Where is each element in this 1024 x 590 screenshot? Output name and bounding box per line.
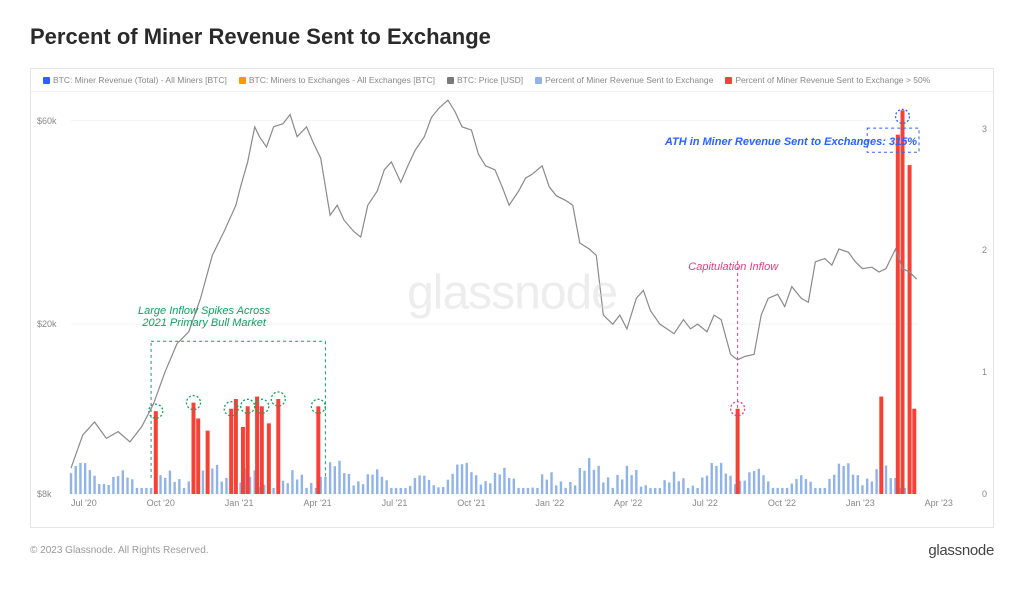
y-right-tick-label: 3: [982, 124, 987, 134]
brand-logo: glassnode: [928, 542, 994, 559]
y-left-tick-label: $8k: [37, 489, 52, 499]
legend-label: Percent of Miner Revenue Sent to Exchang…: [735, 75, 930, 85]
y-right-tick-label: 2: [982, 245, 987, 255]
y-left-tick-label: $60k: [37, 116, 57, 126]
legend-item: Percent of Miner Revenue Sent to Exchang…: [535, 75, 713, 85]
plot-area: glassnode $8k$20k$60k0123Large Inflow Sp…: [31, 92, 993, 494]
legend: BTC: Miner Revenue (Total) - All Miners …: [31, 69, 993, 92]
x-tick-label: Jul '21: [382, 498, 408, 508]
legend-item: BTC: Miner Revenue (Total) - All Miners …: [43, 75, 227, 85]
chart-container: BTC: Miner Revenue (Total) - All Miners …: [30, 68, 994, 528]
x-tick-label: Apr '23: [925, 498, 953, 508]
legend-label: Percent of Miner Revenue Sent to Exchang…: [545, 75, 713, 85]
x-tick-label: Jan '21: [225, 498, 254, 508]
legend-swatch: [725, 77, 732, 84]
plot-svg: [31, 92, 947, 494]
legend-swatch: [447, 77, 454, 84]
copyright: © 2023 Glassnode. All Rights Reserved.: [30, 545, 209, 556]
footer: © 2023 Glassnode. All Rights Reserved. g…: [30, 542, 994, 559]
y-right-tick-label: 1: [982, 367, 987, 377]
x-tick-label: Oct '21: [457, 498, 485, 508]
legend-label: BTC: Miners to Exchanges - All Exchanges…: [249, 75, 435, 85]
x-tick-label: Oct '20: [147, 498, 175, 508]
x-tick-label: Apr '21: [303, 498, 331, 508]
legend-item: BTC: Miners to Exchanges - All Exchanges…: [239, 75, 435, 85]
legend-item: BTC: Price [USD]: [447, 75, 523, 85]
x-tick-label: Jan '23: [846, 498, 875, 508]
y-right-tick-label: 0: [982, 489, 987, 499]
x-tick-label: Oct '22: [768, 498, 796, 508]
legend-swatch: [239, 77, 246, 84]
x-tick-label: Jul '20: [71, 498, 97, 508]
y-left-tick-label: $20k: [37, 319, 57, 329]
x-tick-label: Jul '22: [692, 498, 718, 508]
legend-label: BTC: Miner Revenue (Total) - All Miners …: [53, 75, 227, 85]
legend-label: BTC: Price [USD]: [457, 75, 523, 85]
x-tick-label: Apr '22: [614, 498, 642, 508]
x-axis-labels: Jul '20 Oct '20 Jan '21 Apr '21 Jul '21 Oct '…: [31, 494, 993, 508]
legend-swatch: [43, 77, 50, 84]
legend-swatch: [535, 77, 542, 84]
x-tick-label: Jan '22: [535, 498, 564, 508]
legend-item: Percent of Miner Revenue Sent to Exchang…: [725, 75, 930, 85]
chart-title: Percent of Miner Revenue Sent to Exchang…: [30, 24, 994, 50]
